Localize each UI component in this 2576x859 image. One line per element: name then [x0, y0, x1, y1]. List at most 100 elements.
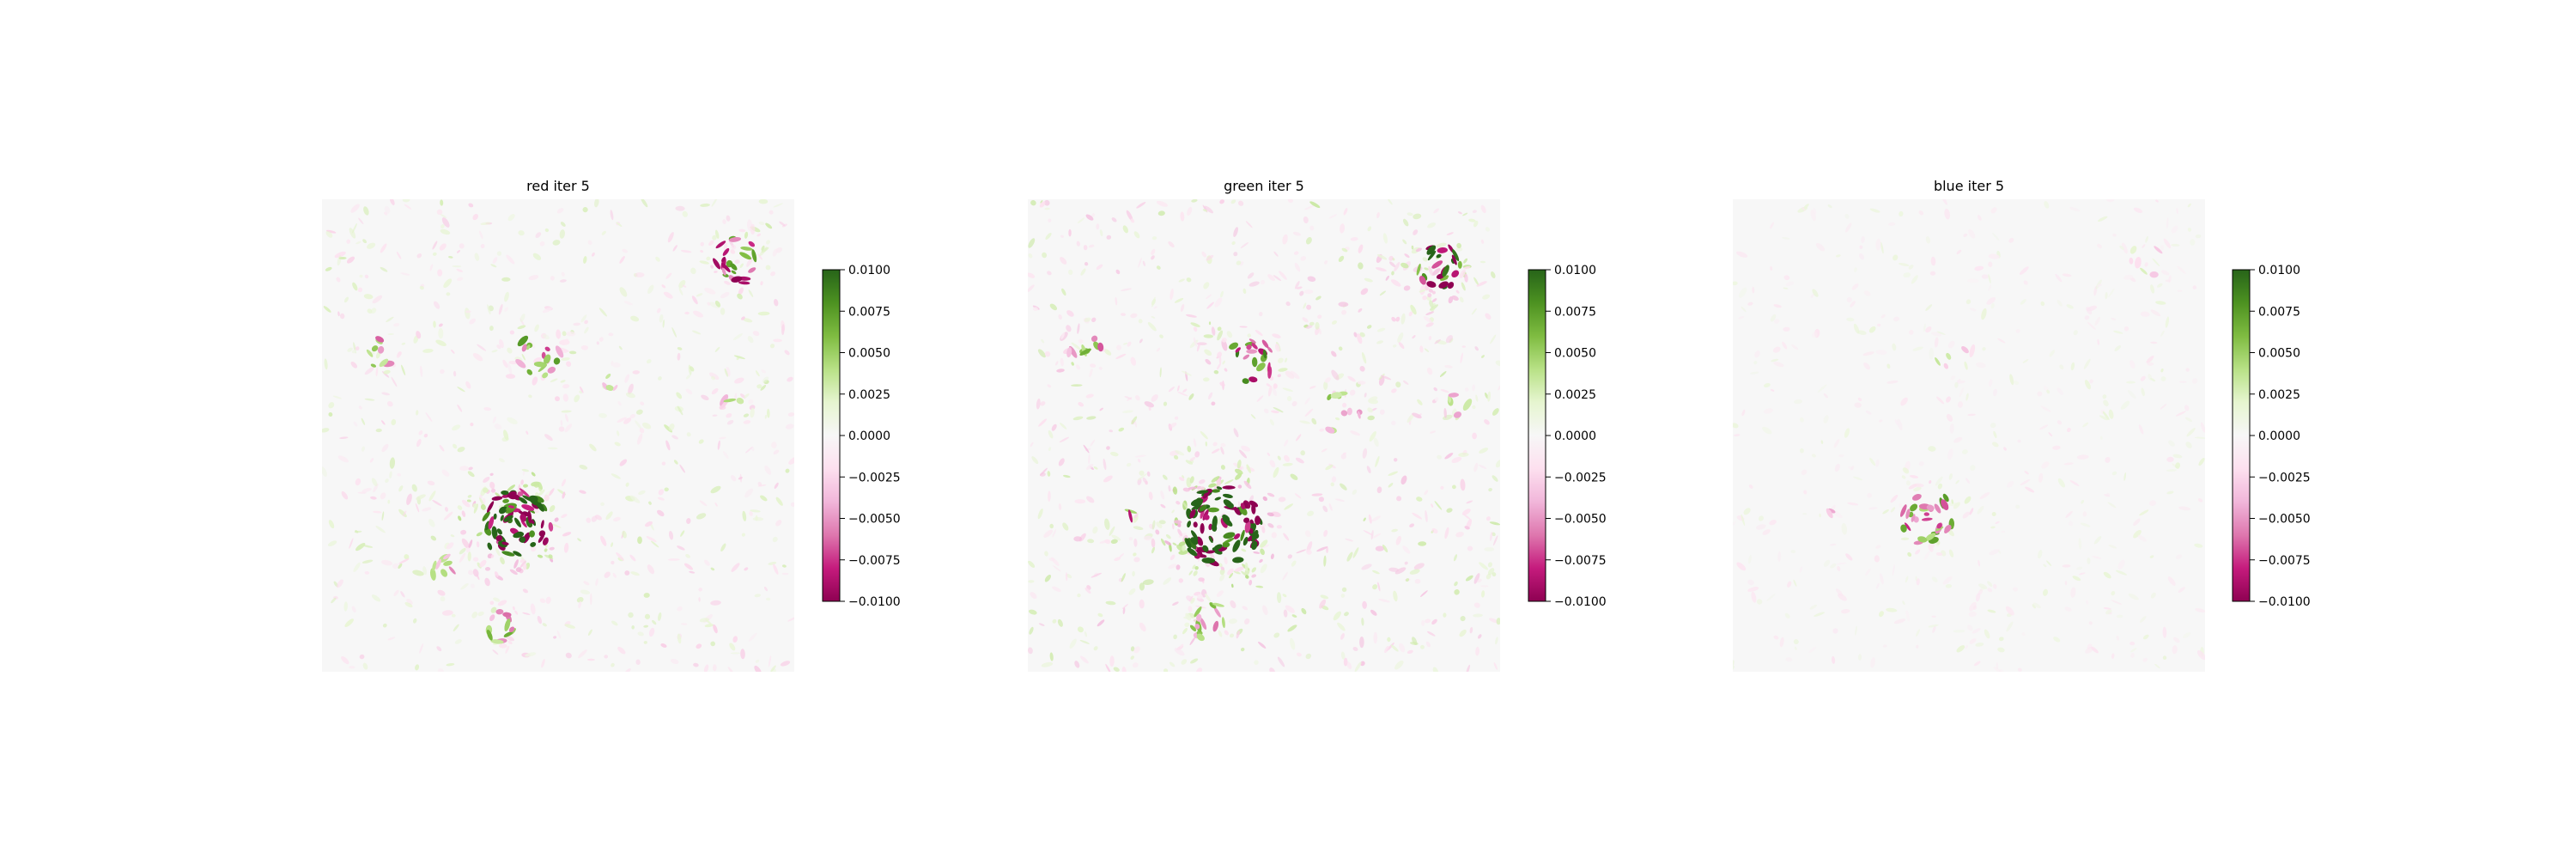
heatmap-cell	[589, 443, 597, 452]
heatmap-cell	[1190, 322, 1200, 327]
heatmap-cell	[1222, 485, 1236, 490]
heatmap-cell	[427, 480, 435, 485]
heatmap-cell	[1361, 351, 1367, 364]
heatmap-cell	[2157, 283, 2163, 288]
heatmap-cell	[1964, 496, 1971, 504]
heatmap-cell	[685, 374, 692, 380]
heatmap-cell	[1741, 409, 1746, 417]
heatmap-cell	[2142, 634, 2149, 640]
heatmap-cell	[1122, 607, 1126, 615]
heatmap-cell	[1373, 631, 1378, 644]
heatmap-cell	[383, 369, 391, 375]
heatmap-cell	[730, 263, 738, 271]
heatmap-cell	[375, 367, 379, 377]
heatmap-cell	[1468, 218, 1476, 222]
heatmap-cell	[637, 631, 644, 637]
heatmap-cell	[457, 250, 460, 253]
heatmap-cell	[1473, 613, 1483, 618]
heatmap-cell	[1415, 247, 1422, 253]
heatmap-cell	[655, 256, 660, 262]
heatmap-cell	[2129, 641, 2136, 646]
heatmap-cell	[363, 206, 369, 216]
heatmap-cell	[728, 236, 742, 242]
heatmap-cell	[1431, 618, 1437, 625]
heatmap-cell	[351, 350, 357, 354]
heatmap-cell	[1216, 478, 1221, 486]
heatmap-cell	[630, 571, 640, 576]
heatmap-cell	[429, 568, 436, 581]
heatmap-cell	[1382, 544, 1388, 553]
heatmap-cell	[375, 336, 385, 343]
heatmap-cell	[1208, 392, 1213, 400]
heatmap-cell	[1343, 208, 1348, 216]
heatmap-cell	[683, 563, 694, 570]
heatmap-cell	[562, 393, 568, 402]
heatmap-cell	[2069, 479, 2080, 487]
heatmap-cell	[452, 424, 461, 431]
heatmap-cell	[2067, 427, 2071, 433]
heatmap-cell	[1422, 257, 1428, 262]
heatmap-cell	[349, 538, 354, 549]
heatmap-cell	[1028, 609, 1037, 615]
heatmap-cell	[691, 295, 698, 305]
heatmap-cell	[2108, 288, 2115, 298]
heatmap-cell	[746, 257, 753, 267]
heatmap-cell	[1195, 499, 1204, 510]
heatmap-cell	[1173, 634, 1177, 640]
heatmap-cell	[2052, 445, 2061, 450]
heatmap-cell	[1367, 415, 1375, 421]
heatmap-cell	[698, 439, 704, 444]
heatmap-cell	[1826, 508, 1833, 519]
heatmap-cell	[1901, 475, 1906, 479]
heatmap-cell	[1416, 497, 1423, 502]
heatmap-cell	[1773, 362, 1784, 368]
heatmap-cell	[2043, 588, 2048, 596]
heatmap-cell	[1946, 413, 1953, 422]
heatmap-cell	[519, 558, 526, 564]
heatmap-cell	[780, 661, 791, 667]
heatmap-cell	[2194, 543, 2203, 548]
heatmap-cell	[677, 405, 683, 416]
heatmap-cell	[1028, 284, 1035, 293]
heatmap-cell	[2084, 315, 2090, 320]
heatmap-cell	[495, 547, 501, 557]
heatmap-cell	[1065, 572, 1068, 582]
heatmap-cell	[1157, 210, 1165, 216]
heatmap-cell	[480, 243, 485, 249]
heatmap-cell	[699, 260, 709, 265]
heatmap-cell	[440, 224, 445, 228]
heatmap-cell	[1151, 255, 1155, 260]
heatmap-cell	[1844, 213, 1850, 219]
heatmap-cell	[727, 667, 734, 672]
heatmap-cell	[1261, 526, 1266, 533]
heatmap-cell	[1060, 423, 1067, 430]
heatmap-cell	[1306, 304, 1312, 310]
heatmap-cell	[1277, 374, 1281, 378]
heatmap-cell	[1382, 233, 1388, 244]
heatmap-cell	[1770, 265, 1773, 271]
heatmap-cell	[1352, 547, 1359, 558]
heatmap-cell	[1379, 290, 1387, 296]
heatmap-cell	[673, 460, 678, 465]
heatmap-cell	[1258, 642, 1267, 649]
heatmap-cell	[1132, 570, 1135, 577]
heatmap-cell	[2114, 345, 2121, 351]
heatmap-cell	[1111, 534, 1121, 541]
heatmap-cell	[1390, 279, 1401, 287]
heatmap-cell	[1482, 294, 1491, 300]
heatmap-cell	[1409, 523, 1415, 528]
heatmap-cell	[1302, 317, 1309, 323]
heatmap-cell	[542, 537, 549, 545]
heatmap-cell	[1133, 231, 1140, 239]
heatmap-cell	[2177, 289, 2183, 292]
heatmap-cell	[1174, 648, 1185, 656]
heatmap-cell	[1836, 562, 1847, 565]
heatmap-cell	[648, 501, 652, 505]
heatmap-cell	[628, 612, 634, 618]
heatmap-cell	[2172, 454, 2183, 459]
heatmap-cell	[1072, 416, 1084, 421]
heatmap-cell	[1902, 467, 1910, 474]
heatmap-cell	[1388, 261, 1396, 268]
heatmap-cell	[1925, 235, 1931, 244]
heatmap-cell	[1217, 330, 1224, 341]
